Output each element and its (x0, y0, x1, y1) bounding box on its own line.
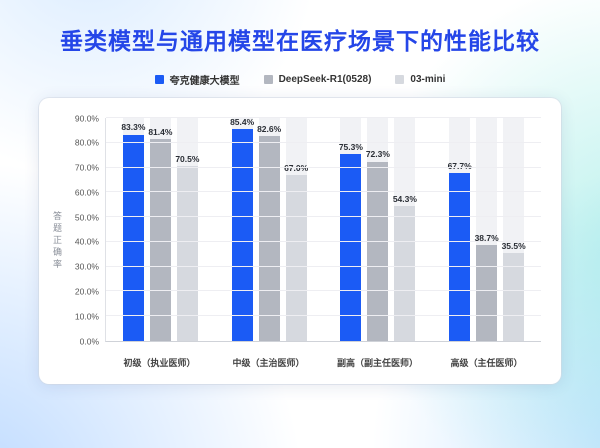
bar-track: 75.3% (338, 118, 363, 341)
gridline (106, 216, 541, 218)
bar-value-label: 70.5% (175, 153, 200, 164)
bar-track: 72.3% (365, 118, 390, 341)
bar-groups: 83.3%81.4% 70.5% 85.4%82.6% 67.0% 75.3%72.3%… (106, 118, 541, 341)
bar (340, 154, 362, 341)
y-tick-label: 60.0% (74, 187, 99, 198)
x-tick-label: 中级（主治医师） (232, 358, 305, 368)
gridline (106, 191, 541, 193)
bar (367, 161, 389, 341)
y-tick-label: 0.0% (79, 335, 99, 346)
legend-label: 夸克健康大模型 (169, 75, 240, 87)
bar-group: 75.3% 72.3% 54.3% (338, 118, 417, 341)
legend-label: 03-mini (410, 73, 446, 85)
legend-item: 夸克健康大模型 (154, 72, 240, 87)
y-axis-label: 答题正确率 (52, 211, 62, 271)
legend-swatch (154, 74, 164, 84)
bar-value-label: 82.6% (257, 123, 282, 134)
page: { "chart_data": { "type": "bar", "title"… (0, 22, 600, 448)
plot-area: 83.3%81.4% 70.5% 85.4%82.6% 67.0% 75.3%72.3%… (75, 114, 541, 345)
bar-value-label: 38.7% (474, 232, 499, 243)
bar (476, 245, 498, 341)
bar (503, 253, 525, 341)
bar-value-label: 81.4% (148, 126, 173, 137)
chart-card: 答题正确率 83.3%81.4% 70.5% 85.4%82.6% 67.0% 75.3… (39, 98, 561, 384)
gridline (106, 240, 541, 242)
x-tick-label: 高级（主任医师） (450, 358, 523, 368)
legend-item: 03-mini (395, 74, 445, 85)
bar-group: 85.4%82.6% 67.0% (230, 116, 308, 341)
bar-track: 83.3% (121, 118, 146, 341)
chart-title: 垂类模型与通用模型在医疗场景下的性能比较 (60, 28, 540, 54)
bar (176, 166, 198, 341)
bar-value-label: 85.4% (230, 116, 255, 127)
bar-track: 35.5% (501, 118, 526, 341)
bar (231, 129, 253, 341)
y-tick-label: 20.0% (74, 286, 99, 297)
y-tick-label: 80.0% (74, 137, 99, 148)
bar-value-label: 35.5% (501, 240, 526, 251)
y-tick-label: 10.0% (74, 310, 99, 321)
bar (394, 206, 416, 341)
x-axis-labels: 初级（执业医师） 中级（主治医师） 副高（副主任医师） 高级（主任医师） (105, 359, 541, 368)
chart-legend: 夸克健康大模型 DeepSeek-R1(0528) 03-mini (0, 72, 600, 87)
bar-group: 67.7% 38.7%35.5% (448, 118, 526, 341)
x-tick-label: 副高（副主任医师） (336, 358, 418, 368)
bar-track: 38.7% (474, 118, 499, 341)
legend-swatch (395, 74, 405, 84)
gridline (106, 117, 541, 118)
y-tick-label: 50.0% (74, 211, 99, 222)
bar-track: 67.7% (448, 118, 472, 341)
bar (258, 136, 280, 341)
bar-track: 70.5% (175, 118, 200, 341)
bar-track: 67.0% (284, 118, 308, 341)
y-tick-label: 70.0% (74, 162, 99, 173)
gridline (106, 315, 541, 317)
gridline (106, 265, 541, 267)
gridline (106, 166, 541, 168)
legend-label: DeepSeek-R1(0528) (278, 73, 372, 85)
x-tick-label: 初级（执业医师） (123, 358, 196, 368)
y-tick-label: 40.0% (74, 236, 99, 247)
bar-value-label: 72.3% (365, 149, 390, 160)
bar-value-label: 83.3% (121, 122, 146, 133)
bar (122, 134, 144, 341)
bar-value-label: 54.3% (392, 193, 417, 204)
gridline (106, 141, 541, 143)
bar-group: 83.3% 81.4% 70.5% (121, 118, 200, 341)
bar-track: 82.6% (257, 118, 282, 341)
legend-item: DeepSeek-R1(0528) (263, 73, 372, 85)
bar-value-label: 67.7% (448, 162, 472, 171)
y-tick-label: 90.0% (74, 112, 99, 123)
bar-value-label: 75.3% (338, 141, 363, 152)
bar (449, 173, 471, 341)
y-tick-label: 30.0% (74, 261, 99, 272)
gridline (106, 290, 541, 292)
bar-value-label: 67.0% (284, 163, 308, 173)
bar-track: 54.3% (392, 118, 417, 341)
bar-track: 85.4% (230, 116, 255, 341)
legend-swatch (263, 74, 273, 84)
bar-track: 81.4% (148, 118, 173, 341)
